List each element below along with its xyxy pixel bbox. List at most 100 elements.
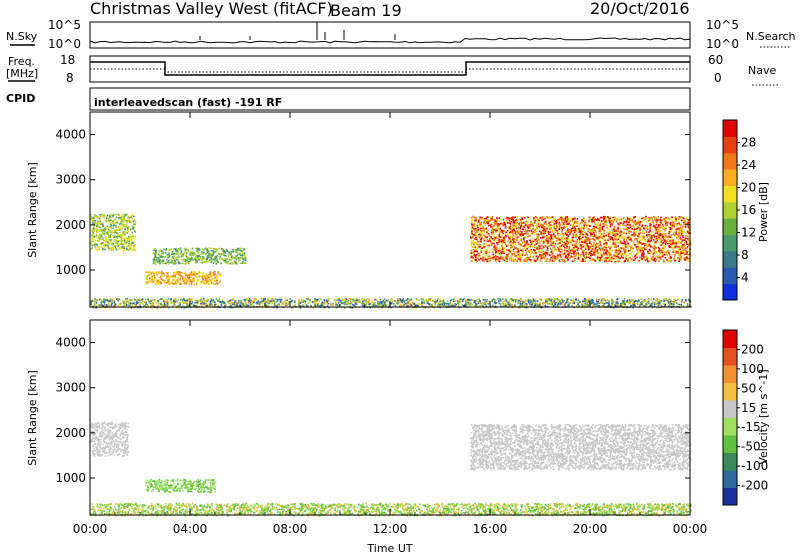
heatmap-cell	[624, 261, 626, 263]
heatmap-cell	[631, 259, 633, 261]
heatmap-cell	[474, 217, 476, 219]
heatmap-cell	[220, 275, 222, 277]
heatmap-cell	[478, 256, 480, 258]
heatmap-cell	[641, 254, 643, 256]
heatmap-cell	[674, 254, 676, 256]
heatmap-cell	[599, 236, 601, 238]
heatmap-cell	[650, 222, 652, 224]
heatmap-cell	[583, 228, 585, 230]
heatmap-cell	[562, 241, 564, 243]
heatmap-cell	[687, 236, 689, 238]
heatmap-cell	[613, 229, 615, 231]
heatmap-cell	[211, 255, 213, 257]
heatmap-cell	[586, 225, 588, 227]
heatmap-cell	[126, 246, 128, 248]
heatmap-cell	[688, 232, 690, 234]
heatmap-cell	[678, 236, 680, 238]
heatmap-cell	[482, 256, 484, 258]
heatmap-cell	[575, 249, 577, 251]
heatmap-cell	[146, 278, 148, 280]
heatmap-cell	[196, 250, 198, 252]
heatmap-cell	[166, 259, 168, 261]
heatmap-cell	[121, 225, 123, 227]
heatmap-cell	[643, 254, 645, 256]
heatmap-cell	[678, 219, 680, 221]
heatmap-cell	[637, 228, 639, 230]
heatmap-cell	[588, 221, 590, 223]
heatmap-cell	[165, 249, 167, 251]
nave-series	[90, 69, 690, 72]
heatmap-cell	[514, 222, 516, 224]
heatmap-cell	[678, 222, 680, 224]
heatmap-cell	[636, 221, 638, 223]
heatmap-cell	[241, 248, 243, 250]
heatmap-cell	[95, 215, 97, 217]
heatmap-cell	[178, 256, 180, 258]
heatmap-cell	[485, 218, 487, 220]
heatmap-cell	[572, 250, 574, 252]
heatmap-cell	[483, 260, 485, 262]
heatmap-cell	[480, 258, 482, 260]
heatmap-cell	[620, 247, 622, 249]
heatmap-cell	[603, 226, 605, 228]
heatmap-cell	[553, 261, 555, 263]
heatmap-cell	[526, 252, 528, 254]
heatmap-cell	[216, 280, 218, 282]
heatmap-cell	[539, 248, 541, 250]
heatmap-cell	[687, 238, 689, 240]
heatmap-cell	[620, 224, 622, 226]
heatmap-cell	[612, 222, 614, 224]
heatmap-cell	[649, 251, 651, 253]
heatmap-cell	[212, 279, 214, 281]
heatmap-cell	[624, 241, 626, 243]
heatmap-cell	[611, 229, 613, 231]
heatmap-cell	[608, 260, 610, 262]
heatmap-cell	[178, 259, 180, 261]
heatmap-cell	[610, 249, 612, 251]
heatmap-cell	[672, 222, 674, 224]
heatmap-cell	[595, 252, 597, 254]
heatmap-cell	[512, 259, 514, 261]
heatmap-cell	[626, 251, 628, 253]
heatmap-cell	[191, 303, 193, 305]
heatmap-cell	[510, 245, 512, 247]
heatmap-cell	[579, 246, 581, 248]
heatmap-cell	[618, 248, 620, 250]
heatmap-cell	[498, 229, 500, 231]
heatmap-cell	[172, 283, 174, 285]
heatmap-cell	[527, 245, 529, 247]
heatmap-cell	[687, 219, 689, 221]
heatmap-cell	[186, 254, 188, 256]
heatmap-cell	[577, 249, 579, 251]
heatmap-cell	[103, 240, 105, 242]
heatmap-cell	[566, 231, 568, 233]
heatmap-cell	[474, 238, 476, 240]
heatmap-cell	[651, 257, 653, 259]
heatmap-cell	[111, 244, 113, 246]
heatmap-cell	[528, 244, 530, 246]
heatmap-cell	[117, 229, 119, 231]
heatmap-cell	[520, 249, 522, 251]
heatmap-cell	[574, 260, 576, 262]
heatmap-cell	[678, 260, 680, 262]
heatmap-cell	[165, 252, 167, 254]
heatmap-cell	[681, 234, 683, 236]
heatmap-cell	[486, 236, 488, 238]
heatmap-cell	[108, 227, 110, 229]
heatmap-cell	[208, 279, 210, 281]
heatmap-cell	[188, 258, 190, 260]
heatmap-cell	[586, 243, 588, 245]
heatmap-cell	[520, 260, 522, 262]
heatmap-cell	[157, 275, 159, 277]
heatmap-cell	[98, 223, 100, 225]
heatmap-cell	[149, 272, 151, 274]
heatmap-cell	[222, 253, 224, 255]
heatmap-cell	[609, 216, 611, 218]
heatmap-cell	[218, 271, 220, 273]
heatmap-cell	[99, 227, 101, 229]
heatmap-cell	[204, 258, 206, 260]
heatmap-cell	[473, 234, 475, 236]
heatmap-cell	[160, 276, 162, 278]
heatmap-cell	[185, 273, 187, 275]
heatmap-cell	[663, 259, 665, 261]
